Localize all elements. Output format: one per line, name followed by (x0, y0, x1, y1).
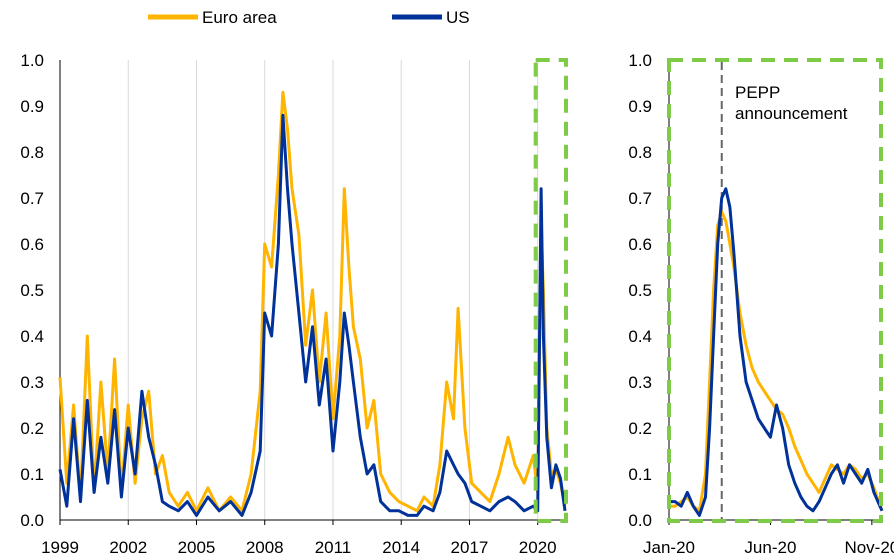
left-y-tick-label-4: 0.4 (20, 327, 44, 346)
right-y-tick-label-0: 0.0 (628, 511, 652, 530)
highlight-2020-box (533, 58, 568, 523)
left-x-tick-label-2: 2005 (178, 538, 216, 555)
legend: Euro area US (148, 8, 470, 27)
right-y-tick-label-9: 0.9 (628, 97, 652, 116)
right-x-tick-label-2: Nov-20 (844, 538, 894, 555)
right-y-tick-label-3: 0.3 (628, 373, 652, 392)
left-series-1-line (58, 113, 567, 517)
zoomed-2020-chart: 0.0 0.1 0.2 0.3 0.4 0.5 0.6 0.7 0.8 0.9 1.0 Jan-20 J… (628, 51, 894, 557)
pepp-annotation-line-1: announcement (735, 104, 848, 123)
legend-label-1: US (446, 8, 470, 27)
left-x-tick-label-1: 2002 (109, 538, 147, 555)
left-x-tick-label-5: 2014 (382, 538, 420, 555)
left-x-tick-label-7: 2020 (519, 538, 557, 555)
right-y-tick-label-6: 0.6 (628, 235, 652, 254)
right-y-tick-label-4: 0.4 (628, 327, 652, 346)
right-y-tick-label-2: 0.2 (628, 419, 652, 438)
right-series-0-line (669, 210, 884, 513)
left-x-tick-label-3: 2008 (246, 538, 284, 555)
left-y-tick-label-0: 0.0 (20, 511, 44, 530)
right-y-tick-label-7: 0.7 (628, 189, 652, 208)
legend-label-0: Euro area (202, 8, 277, 27)
right-y-tick-label-5: 0.5 (628, 281, 652, 300)
left-y-tick-label-6: 0.6 (20, 235, 44, 254)
left-x-tick-label-6: 2017 (451, 538, 489, 555)
left-y-tick-label-2: 0.2 (20, 419, 44, 438)
right-series-1-line (669, 187, 884, 517)
right-y-tick-label-10: 1.0 (628, 51, 652, 70)
right-x-tick-label-0: Jan-20 (643, 538, 695, 555)
right-x-tick-label-1: Jun-20 (744, 538, 796, 555)
left-y-tick-label-7: 0.7 (20, 189, 44, 208)
full-period-chart: 1999 2002 2005 2008 2011 2014 2017 2020 0.0 0.1 0.… (20, 51, 568, 557)
right-y-tick-label-8: 0.8 (628, 143, 652, 162)
pepp-annotation-line-0: PEPP (735, 83, 780, 102)
left-y-tick-label-9: 0.9 (20, 97, 44, 116)
left-x-tick-label-0: 1999 (41, 538, 79, 555)
left-y-tick-label-1: 0.1 (20, 465, 44, 484)
left-y-tick-label-10: 1.0 (20, 51, 44, 70)
right-y-tick-label-1: 0.1 (628, 465, 652, 484)
left-y-tick-label-3: 0.3 (20, 373, 44, 392)
highlight-zoom-box (667, 58, 883, 523)
left-y-tick-label-5: 0.5 (20, 281, 44, 300)
left-series-0-line (58, 90, 567, 513)
left-y-tick-label-8: 0.8 (20, 143, 44, 162)
left-x-tick-label-4: 2011 (315, 538, 352, 555)
